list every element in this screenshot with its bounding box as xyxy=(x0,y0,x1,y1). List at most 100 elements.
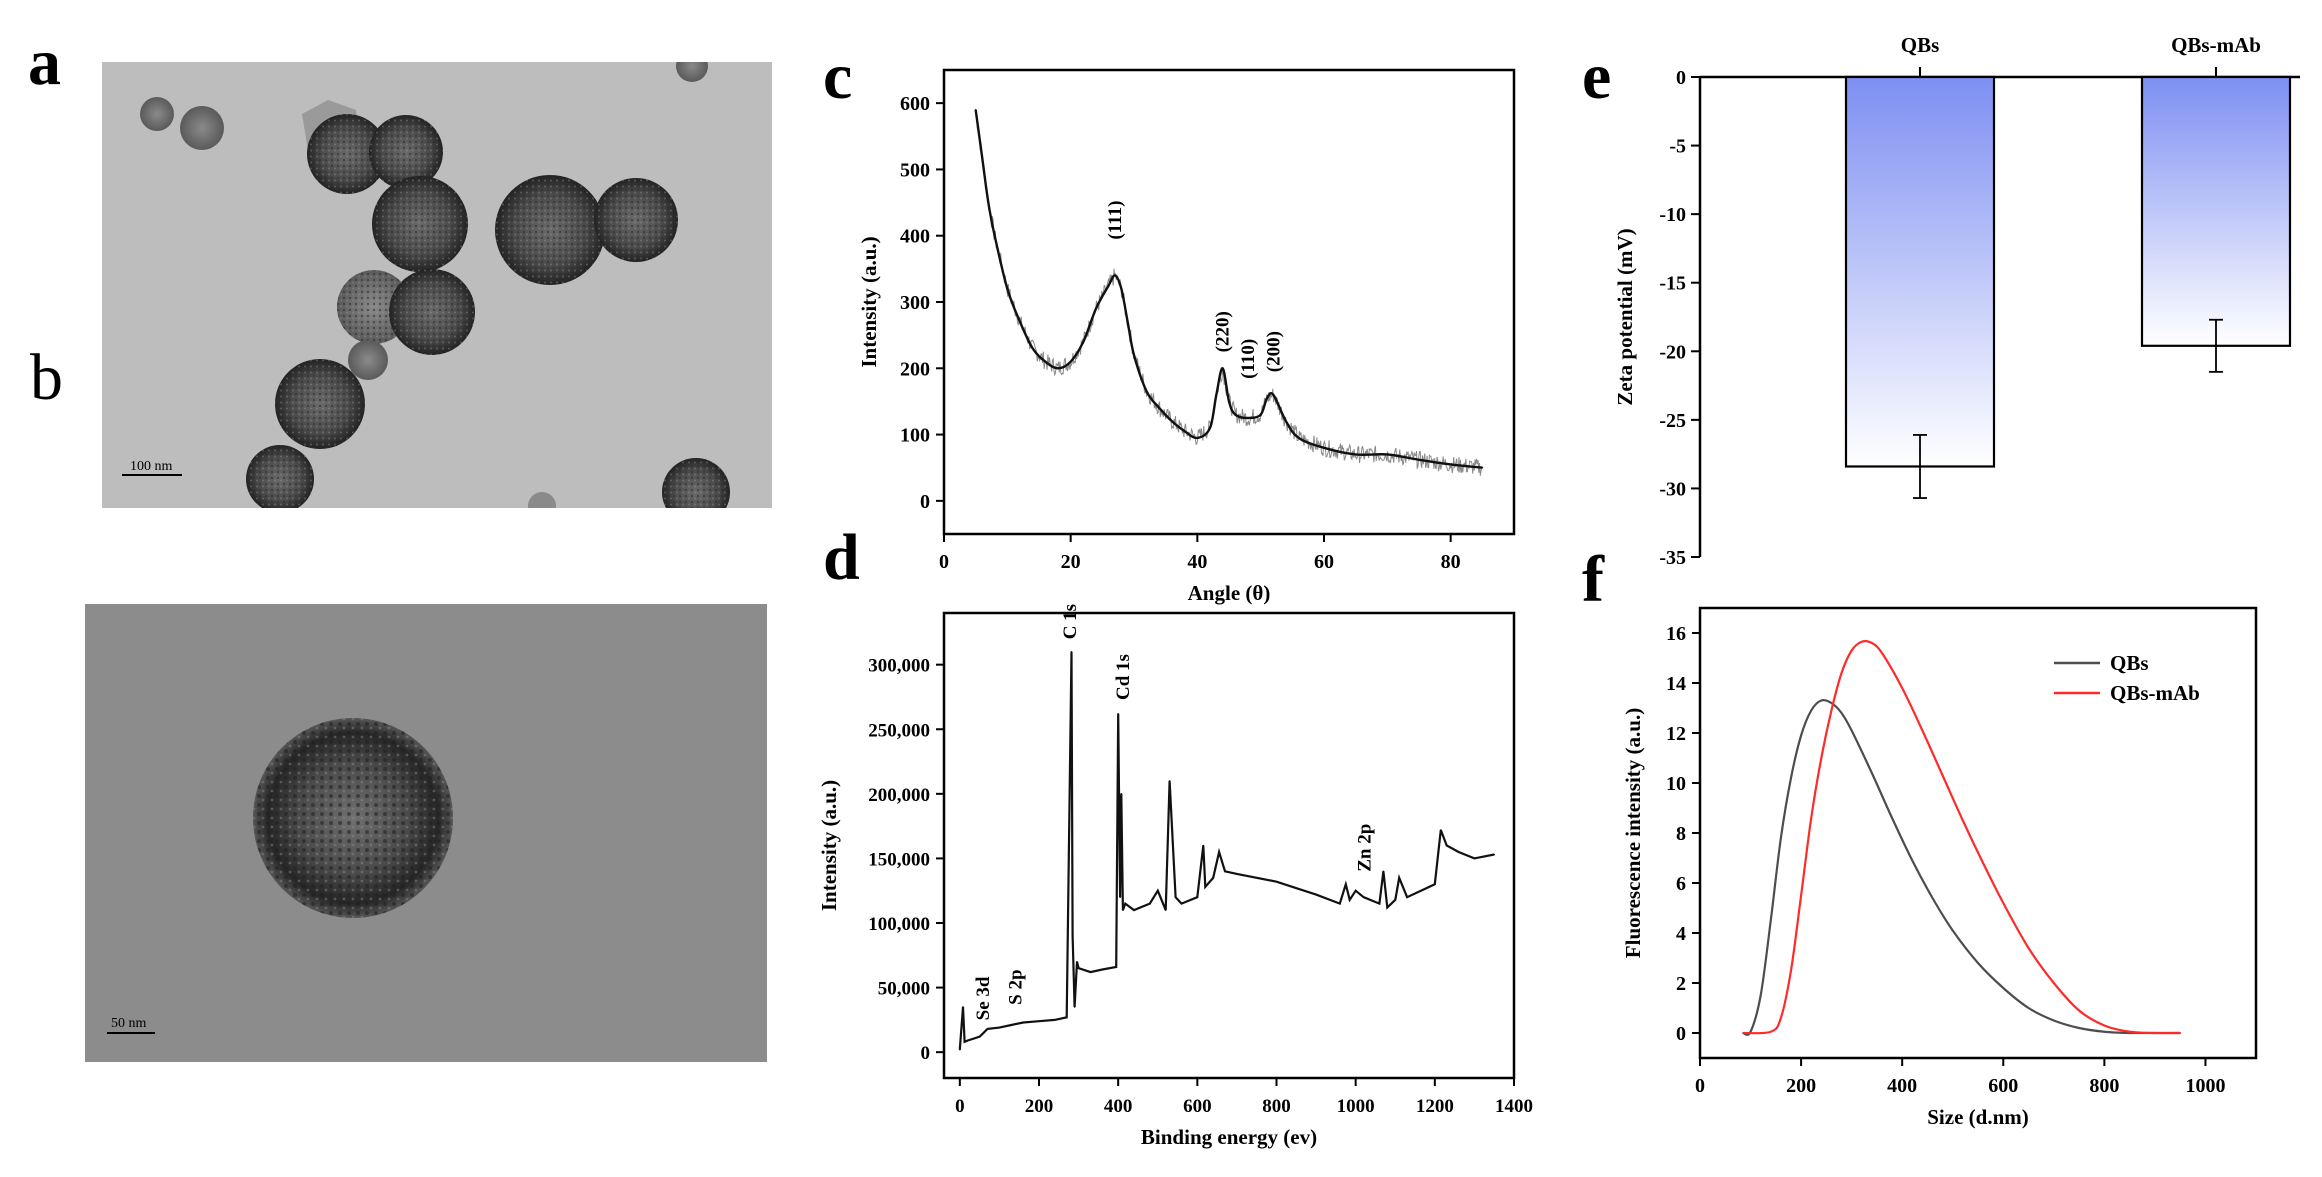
x-tick-label-c: 60 xyxy=(1314,551,1334,573)
data-point-qbs xyxy=(1850,729,1853,732)
data-point-qbs-mab xyxy=(1800,894,1802,897)
x-tick-label-f: 800 xyxy=(2089,1075,2119,1097)
y-tick-label-f: 2 xyxy=(1676,973,1686,995)
data-point-qbs-mab xyxy=(1850,649,1853,652)
plot-frame-d xyxy=(942,611,1516,1080)
data-point-qbs xyxy=(1977,962,1979,964)
data-point-d xyxy=(1174,896,1177,898)
series-line-d xyxy=(958,651,1495,1050)
data-point-d xyxy=(1394,898,1397,901)
data-point-d xyxy=(1164,909,1167,911)
data-point-d xyxy=(963,1041,966,1043)
data-point-d xyxy=(1339,902,1341,905)
data-point-d xyxy=(1382,870,1385,873)
y-tick-label-e: -20 xyxy=(1659,341,1686,363)
data-point-c xyxy=(1228,400,1230,403)
data-point-c xyxy=(1449,463,1452,466)
data-point-c xyxy=(1272,394,1275,396)
data-point-qbs-mab xyxy=(1830,709,1833,712)
data-point-d xyxy=(1115,966,1117,968)
data-point-c xyxy=(1323,447,1325,449)
panel-letter-f: f xyxy=(1582,543,1604,616)
data-point-c xyxy=(974,108,977,111)
x-tick-label-d: 0 xyxy=(955,1096,965,1117)
data-point-d xyxy=(1473,857,1476,860)
y-tick-label-e: -35 xyxy=(1659,547,1686,569)
x-tick-label-f: 200 xyxy=(1786,1075,1816,1097)
data-point-d xyxy=(1236,873,1238,875)
x-tick-label-c: 20 xyxy=(1061,551,1081,573)
data-point-c xyxy=(1031,347,1034,350)
y-axis-label-f: Fluorescence intensity (a.u.) xyxy=(1621,708,1645,958)
data-point-c xyxy=(1133,354,1135,356)
data-point-d xyxy=(1089,971,1092,973)
data-point-qbs-mab xyxy=(1780,1017,1782,1019)
data-point-d xyxy=(1406,896,1408,898)
y-tick-label-e: -10 xyxy=(1659,204,1686,226)
x-tick-label-d: 1200 xyxy=(1416,1096,1454,1117)
y-axis-label-d: Intensity (a.u.) xyxy=(817,780,841,911)
x-tick-label-d: 200 xyxy=(1025,1096,1054,1117)
data-point-qbs-mab xyxy=(1962,819,1964,822)
data-point-d xyxy=(1124,902,1127,905)
y-tick-label-c: 100 xyxy=(900,425,930,447)
bar-qbs-mab xyxy=(2140,75,2292,347)
y-tick-label-f: 0 xyxy=(1676,1023,1686,1045)
data-point-d xyxy=(1439,829,1442,831)
data-point-d xyxy=(962,1006,964,1008)
x-tick-label-c: 40 xyxy=(1187,551,1207,573)
data-point-d xyxy=(1149,902,1151,905)
plot-frame-f xyxy=(1698,606,2258,1060)
y-tick-label-c: 200 xyxy=(900,358,930,380)
panel-letter-e: e xyxy=(1582,40,1612,113)
data-point-qbs xyxy=(1759,994,1762,997)
data-point-qbs xyxy=(1911,859,1914,862)
data-point-c xyxy=(987,201,990,204)
data-point-d xyxy=(1315,893,1317,896)
data-point-qbs xyxy=(1810,709,1812,712)
y-tick-label-d: 50,000 xyxy=(878,979,930,1000)
y-tick-label-e: -30 xyxy=(1659,478,1686,500)
data-point-qbs-mab xyxy=(1860,640,1863,643)
data-point-qbs xyxy=(1871,772,1873,774)
data-point-d xyxy=(1378,902,1381,905)
y-tick-label-c: 0 xyxy=(920,491,930,513)
data-point-qbs xyxy=(1820,699,1823,702)
x-tick-label-c: 0 xyxy=(939,551,949,573)
tem-image-a: 100 nm xyxy=(102,62,772,508)
y-tick-label-d: 250,000 xyxy=(868,720,930,741)
y-axis-label-c: Intensity (a.u.) xyxy=(857,236,881,367)
data-point-d xyxy=(959,1048,961,1051)
data-point-d xyxy=(1275,880,1278,883)
peak-label-d: C 1s xyxy=(1060,604,1081,639)
data-point-c xyxy=(1158,407,1161,409)
data-point-qbs-mab xyxy=(1769,1030,1772,1033)
data-point-c xyxy=(993,234,996,237)
y-tick-label-f: 6 xyxy=(1676,873,1686,895)
data-point-d xyxy=(1362,896,1365,898)
peak-label-d: Zn 2p xyxy=(1354,824,1375,872)
y-tick-label-c: 400 xyxy=(900,226,930,248)
series-line-qbs xyxy=(1742,698,2181,1036)
data-point-d xyxy=(1065,1016,1068,1019)
data-point-c xyxy=(1247,417,1249,419)
x-axis-label-c: Angle (θ) xyxy=(1188,581,1271,605)
y-tick-label-f: 14 xyxy=(1666,673,1686,695)
data-point-qbs-mab xyxy=(2027,947,2030,949)
data-point-c xyxy=(1171,420,1173,423)
chart-d: 0 200 400 600 800 1000 1200 1400 0 50,000 100,000 1… xyxy=(817,604,1533,1149)
y-tick-label-f: 4 xyxy=(1676,923,1686,945)
data-point-qbs xyxy=(2103,1030,2106,1033)
data-point-qbs-mab xyxy=(1921,729,1924,732)
data-point-d xyxy=(1073,1006,1076,1008)
chart-e: 0 -5 -10 -15 -20 -25 -30 -35 Zeta potential (mV)… xyxy=(1613,33,2300,569)
peak-label-d: Se 3d xyxy=(973,976,994,1020)
data-point-qbs xyxy=(1780,837,1782,839)
peak-label-d: S 2p xyxy=(1005,969,1026,1004)
data-point-qbs-mab xyxy=(1810,817,1812,819)
data-point-d xyxy=(1212,876,1214,879)
data-point-c xyxy=(1481,466,1484,469)
series-line-c xyxy=(974,109,1483,469)
data-point-d xyxy=(1101,968,1104,971)
data-point-d xyxy=(1348,898,1351,901)
